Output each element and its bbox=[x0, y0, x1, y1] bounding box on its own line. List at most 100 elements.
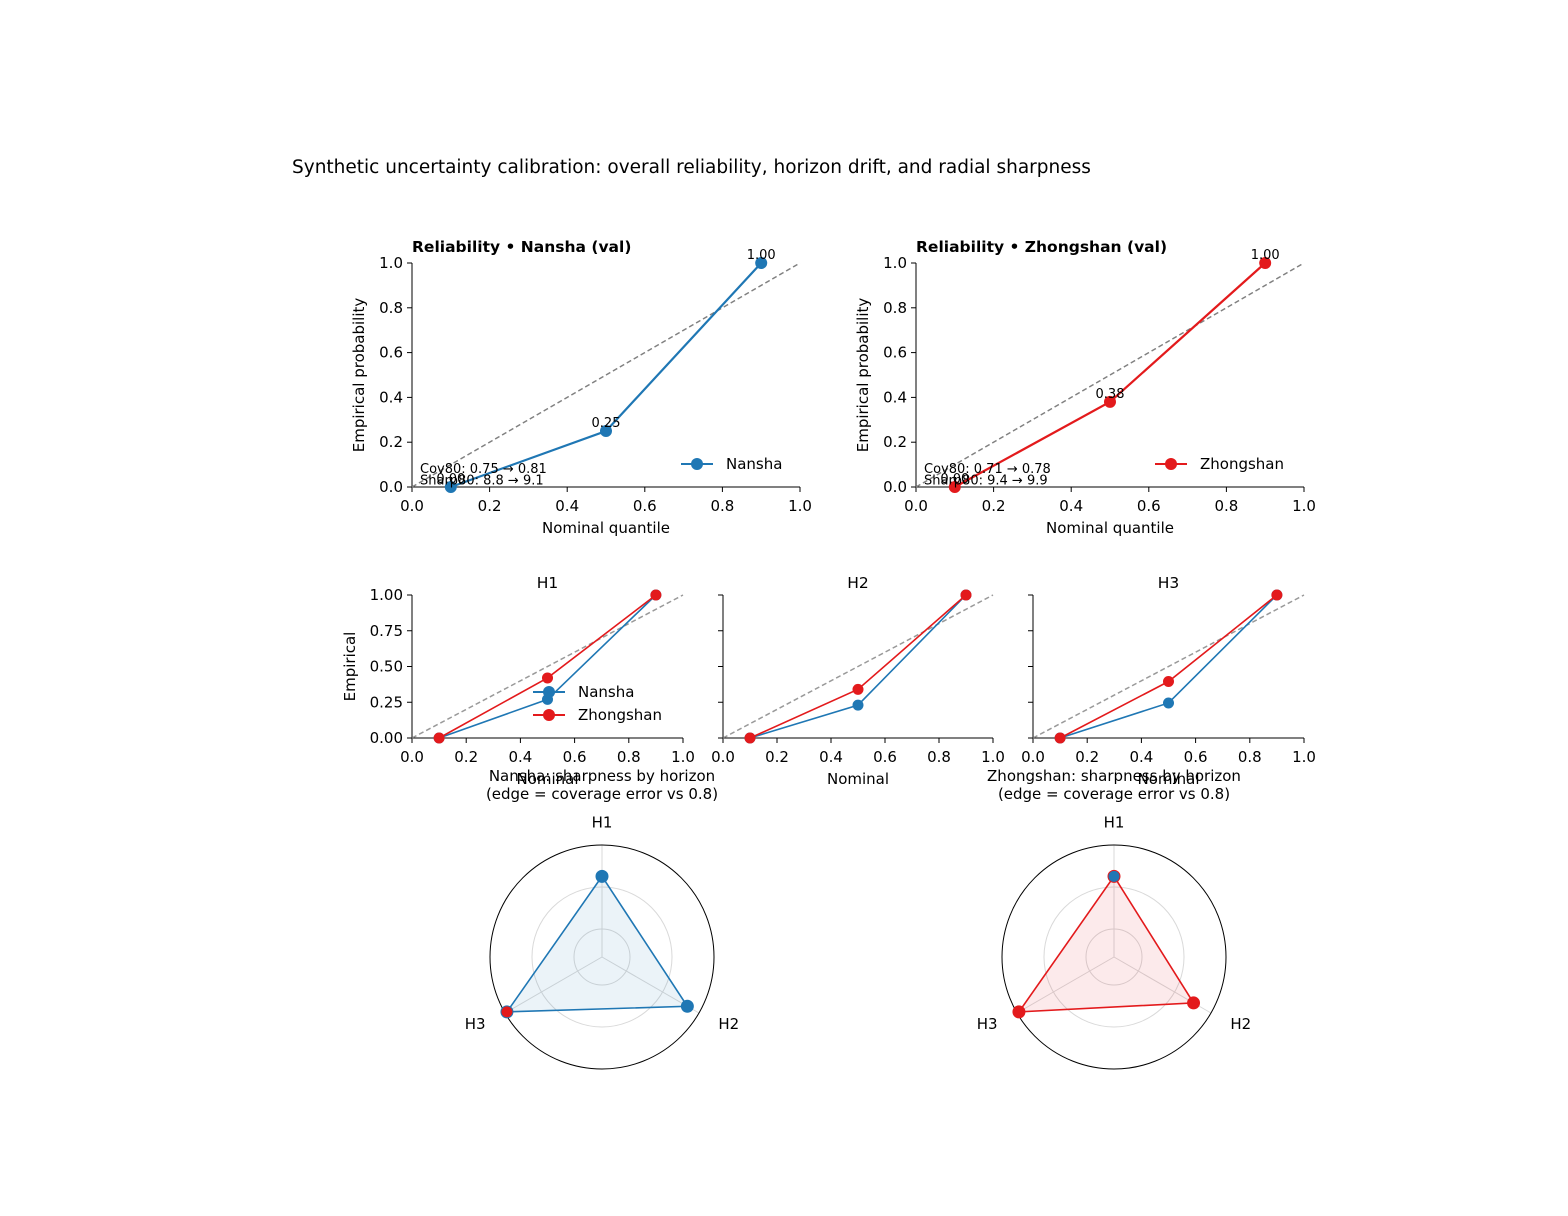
perfect-calibration-line bbox=[411, 262, 801, 488]
y-tick-label: 0.8 bbox=[379, 299, 403, 317]
line-panel-1: 0.0 0.2 0.4 0.6 0.8 1.0 0.0 0.2 0.4 0.6 0.8 1.0 0.00… bbox=[350, 238, 812, 537]
radar-frame bbox=[489, 844, 715, 1070]
data-point bbox=[1163, 676, 1174, 688]
perfect-calibration-line bbox=[915, 262, 1305, 488]
x-tick-label: 0.0 bbox=[1021, 748, 1045, 766]
perfect-calibration-line bbox=[1032, 594, 1305, 739]
panel-title: Reliability • Zhongshan (val) bbox=[916, 238, 1167, 256]
x-tick-label: 0.6 bbox=[563, 748, 587, 766]
x-tick-label: 0.4 bbox=[819, 748, 843, 766]
data-point bbox=[433, 732, 445, 744]
x-axis-label: Nominal quantile bbox=[1046, 519, 1174, 537]
metric-annotation: Cov80: 0.75 → 0.81 bbox=[420, 462, 547, 477]
y-axis-label: Empirical probability bbox=[350, 298, 368, 453]
y-tick-label: 0.0 bbox=[379, 478, 403, 496]
data-label: 1.00 bbox=[1251, 248, 1280, 263]
line-panel-2: 0.0 0.2 0.4 0.6 0.8 1.0 0.0 0.2 0.4 0.6 0.8 1.0 0.00… bbox=[854, 238, 1316, 537]
x-tick-label: 1.0 bbox=[788, 497, 812, 515]
legend-label: Zhongshan bbox=[1200, 455, 1284, 473]
data-label: 0.38 bbox=[1096, 387, 1125, 402]
legend-marker bbox=[1165, 458, 1177, 470]
radar-panel-1: H1 H2 H3 Nansha: sharpness by horizon(edge … bbox=[465, 767, 739, 1070]
x-tick-label: 0.0 bbox=[400, 497, 424, 515]
data-point bbox=[600, 425, 612, 437]
radar-axis-label: H3 bbox=[465, 1015, 486, 1033]
data-label: 1.00 bbox=[747, 248, 776, 263]
legend-marker bbox=[691, 458, 703, 470]
radar-point bbox=[1187, 996, 1201, 1010]
x-tick-label: 0.8 bbox=[710, 497, 734, 515]
radar-spoke bbox=[1016, 956, 1115, 1014]
radar-axis-label: H2 bbox=[718, 1015, 739, 1033]
radar-point bbox=[500, 1005, 514, 1019]
radar-subtitle: (edge = coverage error vs 0.8) bbox=[486, 785, 718, 803]
y-tick-label: 1.00 bbox=[370, 586, 403, 604]
y-tick-label: 0.6 bbox=[883, 344, 907, 362]
radar-point bbox=[1107, 869, 1121, 883]
radar-point bbox=[1012, 1005, 1026, 1019]
x-tick-label: 0.2 bbox=[454, 748, 478, 766]
x-tick-label: 0.0 bbox=[711, 748, 735, 766]
data-label: 0.00 bbox=[436, 472, 465, 487]
x-axis-label: Nominal bbox=[827, 770, 889, 788]
data-point bbox=[1163, 697, 1174, 709]
panel-title: H1 bbox=[537, 574, 559, 592]
data-point bbox=[852, 683, 864, 695]
x-tick-label: 0.4 bbox=[1129, 748, 1153, 766]
data-point bbox=[444, 481, 457, 493]
x-tick-label: 0.4 bbox=[1059, 497, 1083, 515]
perfect-calibration-line bbox=[722, 594, 994, 739]
legend-label: Zhongshan bbox=[578, 706, 662, 724]
data-point bbox=[650, 589, 662, 601]
legend-marker bbox=[543, 686, 555, 698]
data-point bbox=[1054, 732, 1066, 744]
x-tick-label: 0.8 bbox=[1238, 748, 1262, 766]
radar-frame bbox=[1001, 844, 1227, 1070]
data-point bbox=[755, 257, 768, 269]
x-tick-label: 0.0 bbox=[904, 497, 928, 515]
panel-title: H3 bbox=[1158, 574, 1180, 592]
legend-marker bbox=[543, 709, 555, 721]
x-axis-label: Nominal quantile bbox=[542, 519, 670, 537]
x-axis-label: Nominal bbox=[516, 770, 578, 788]
radar-axis-label: H3 bbox=[977, 1015, 998, 1033]
data-point bbox=[542, 672, 553, 684]
radar-point bbox=[680, 999, 694, 1013]
data-point bbox=[960, 589, 972, 601]
y-tick-label: 0.50 bbox=[370, 658, 403, 676]
data-point bbox=[1271, 589, 1283, 601]
x-axis-label: Nominal bbox=[1137, 770, 1199, 788]
y-tick-label: 1.0 bbox=[379, 254, 403, 272]
panel-title: H2 bbox=[847, 574, 869, 592]
line-panel-3: 0.0 0.2 0.4 0.6 0.8 1.0 0.00 0.25 0.50 0.75 1.00 H1… bbox=[341, 574, 695, 788]
figure-title: Synthetic uncertainty calibration: overa… bbox=[292, 157, 1091, 178]
radar-title: Nansha: sharpness by horizon bbox=[489, 767, 715, 785]
metric-annotation: Cov80: 0.71 → 0.78 bbox=[924, 462, 1051, 477]
panels: 0.0 0.2 0.4 0.6 0.8 1.00.00.20.40.60.81.00.00… bbox=[341, 238, 1316, 1070]
x-tick-label: 1.0 bbox=[1292, 497, 1316, 515]
radar-panel-2: H1 H2 H3 Zhongshan: sharpness by horizon(ed… bbox=[977, 767, 1251, 1070]
y-tick-label: 0.75 bbox=[370, 622, 403, 640]
x-tick-label: 0.2 bbox=[982, 497, 1006, 515]
radar-area bbox=[1017, 874, 1195, 1013]
x-tick-label: 0.6 bbox=[1137, 497, 1161, 515]
radar-axis-label: H1 bbox=[592, 814, 613, 832]
y-axis-label: Empirical probability bbox=[854, 298, 872, 453]
radar-axis-label: H1 bbox=[1104, 814, 1125, 832]
x-tick-label: 0.8 bbox=[617, 748, 641, 766]
y-tick-label: 0.4 bbox=[883, 388, 907, 406]
metric-annotation: Sharp80: 9.4 → 9.9 bbox=[924, 474, 1048, 489]
legend-label: Nansha bbox=[726, 455, 782, 473]
x-tick-label: 0.6 bbox=[633, 497, 657, 515]
y-tick-label: 0.0 bbox=[883, 478, 907, 496]
y-tick-label: 0.4 bbox=[379, 388, 403, 406]
x-tick-label: 0.2 bbox=[765, 748, 789, 766]
line-panel-5: 0.0 0.2 0.4 0.6 0.8 1.0 H3 Nominal bbox=[1021, 574, 1316, 788]
y-tick-label: 0.00 bbox=[370, 729, 403, 747]
x-tick-label: 0.8 bbox=[1214, 497, 1238, 515]
x-tick-label: 0.6 bbox=[873, 748, 897, 766]
y-tick-label: 0.2 bbox=[883, 433, 907, 451]
data-label: 0.00 bbox=[940, 472, 969, 487]
x-tick-label: 1.0 bbox=[671, 748, 695, 766]
x-tick-label: 1.0 bbox=[1292, 748, 1316, 766]
